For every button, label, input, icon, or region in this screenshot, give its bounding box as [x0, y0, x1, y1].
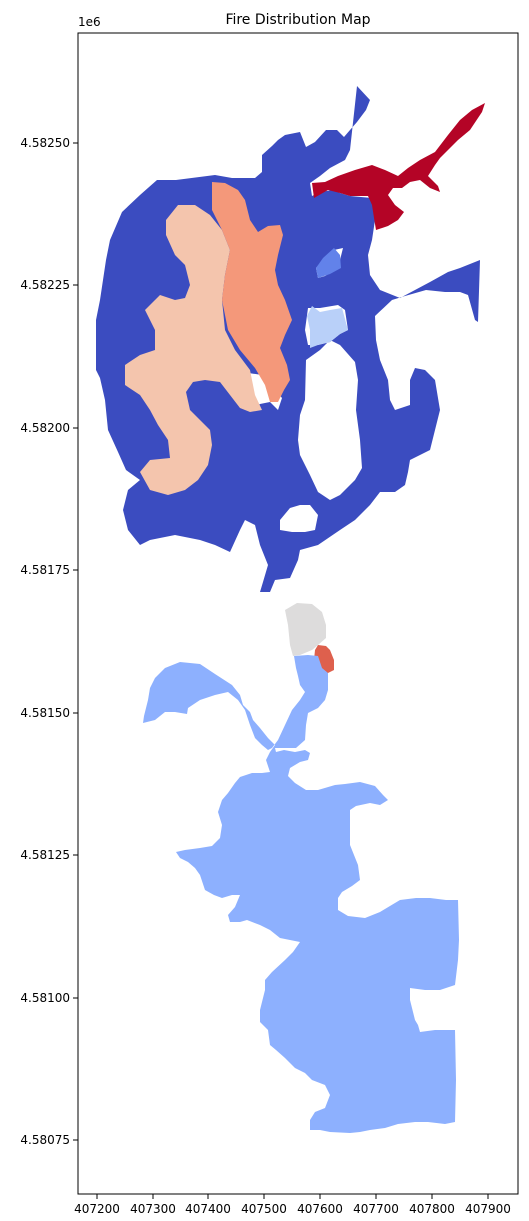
- x-tick-label: 407900: [465, 1202, 511, 1216]
- axes-frame: [77, 32, 519, 1195]
- y-offset-label: 1e6: [78, 15, 101, 29]
- region-center-gray: [285, 603, 326, 656]
- y-axis: 4.58250 4.58225 4.58200 4.58175 4.58150 …: [20, 136, 78, 1147]
- region-north-mid-blue: [316, 248, 341, 278]
- y-tick-label: 4.58200: [20, 421, 70, 435]
- x-tick-label: 407600: [297, 1202, 343, 1216]
- map-regions: [96, 86, 485, 1133]
- y-tick-label: 4.58100: [20, 991, 70, 1005]
- x-tick-label: 407500: [241, 1202, 287, 1216]
- region-north-light-blue: [307, 306, 348, 348]
- y-tick-label: 4.58075: [20, 1133, 70, 1147]
- x-tick-label: 407200: [74, 1202, 120, 1216]
- x-axis: 407200 407300 407400 407500 407600 40770…: [74, 1194, 511, 1216]
- x-tick-label: 407400: [185, 1202, 231, 1216]
- chart-title: Fire Distribution Map: [225, 12, 370, 28]
- y-tick-label: 4.58125: [20, 848, 70, 862]
- region-north-red: [312, 103, 485, 230]
- y-tick-label: 4.58225: [20, 278, 70, 292]
- x-tick-label: 407800: [409, 1202, 455, 1216]
- y-tick-label: 4.58150: [20, 706, 70, 720]
- region-north-salmon: [212, 182, 292, 402]
- x-tick-label: 407700: [353, 1202, 399, 1216]
- region-south-light-blue: [143, 655, 459, 1133]
- x-tick-label: 407300: [130, 1202, 176, 1216]
- y-tick-label: 4.58250: [20, 136, 70, 150]
- region-north-peach: [125, 205, 262, 495]
- y-tick-label: 4.58175: [20, 563, 70, 577]
